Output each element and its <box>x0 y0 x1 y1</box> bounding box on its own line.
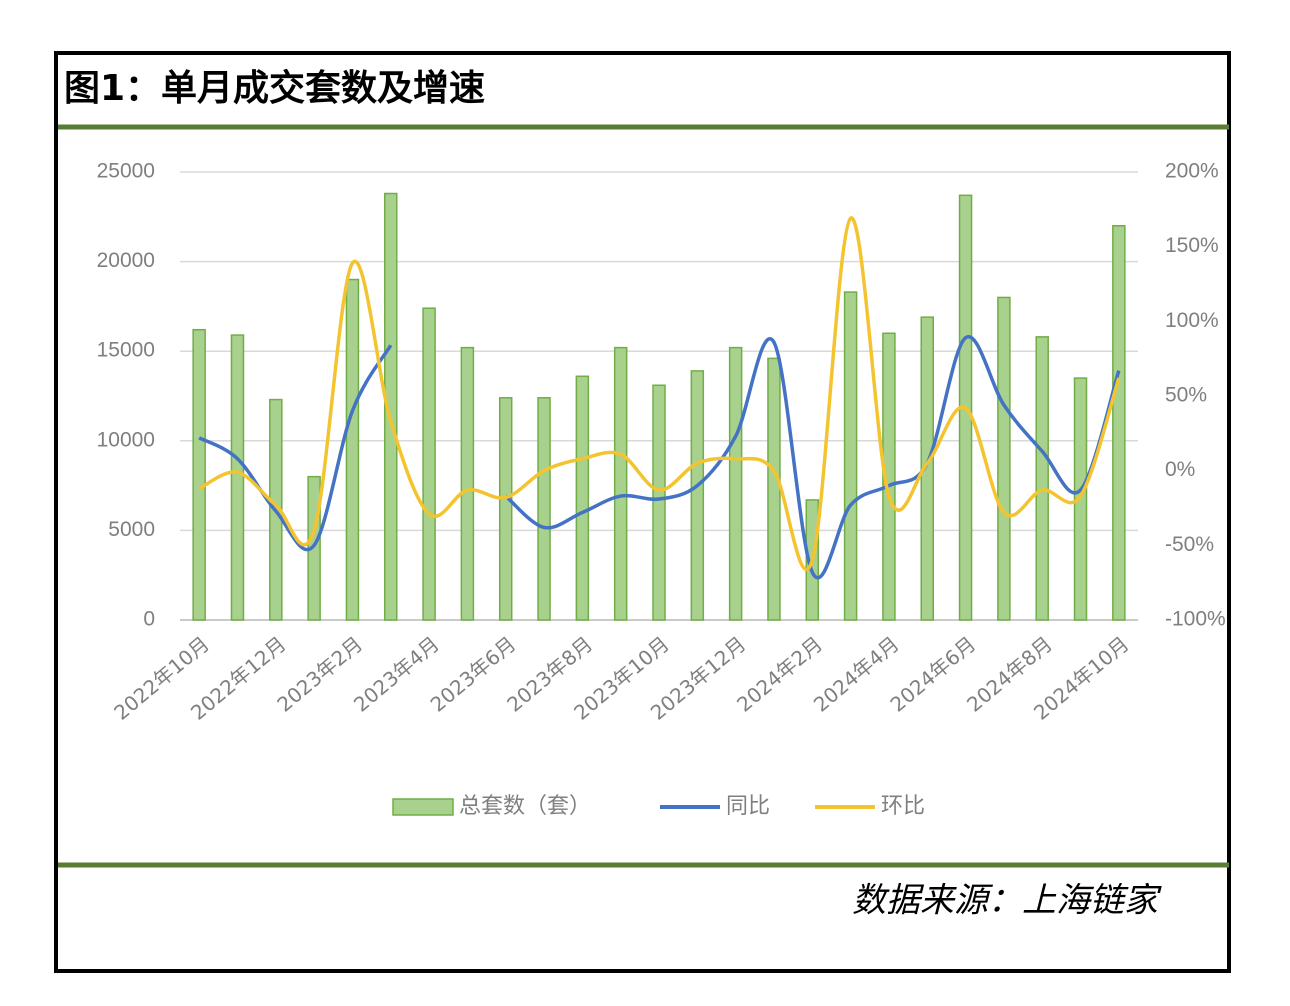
legend-label: 同比 <box>726 794 770 819</box>
bar <box>1112 225 1126 621</box>
bar <box>652 384 666 621</box>
y2-tick-label: -50% <box>1165 533 1214 556</box>
bar <box>345 278 360 621</box>
bar <box>460 346 475 621</box>
y2-tick-label: 200% <box>1165 160 1219 183</box>
bar <box>498 397 513 621</box>
bar <box>422 307 436 621</box>
y2-tick-label: 100% <box>1165 309 1219 332</box>
y-tick-label: 5000 <box>108 518 155 541</box>
bar <box>920 316 934 621</box>
line <box>198 216 1121 572</box>
legend-swatch <box>392 798 454 816</box>
line <box>198 344 393 552</box>
y-tick-label: 15000 <box>97 339 155 362</box>
legend-label: 环比 <box>881 794 925 819</box>
y-tick-label: 20000 <box>97 249 155 272</box>
bar <box>690 370 705 621</box>
bar <box>882 332 896 621</box>
y-tick-label: 10000 <box>97 428 155 451</box>
bar <box>1073 377 1088 621</box>
bar <box>1035 336 1049 621</box>
frame <box>54 51 1231 973</box>
bar <box>192 328 206 621</box>
bar <box>767 357 781 621</box>
bar <box>230 334 245 621</box>
y2-tick-label: 0% <box>1165 458 1195 481</box>
bar <box>384 192 398 621</box>
y2-tick-label: 50% <box>1165 384 1207 407</box>
bar <box>843 291 858 621</box>
source: 数据来源：上海链家 <box>852 881 1162 921</box>
y2-tick-label: -100% <box>1165 608 1226 631</box>
line <box>504 335 1121 580</box>
bar <box>575 375 590 621</box>
bar <box>997 296 1011 621</box>
y-tick-label: 0 <box>143 608 155 631</box>
y-tick-label: 25000 <box>97 160 155 183</box>
chart-title: 图1：单月成交套数及增速 <box>64 67 485 109</box>
bar <box>613 346 628 621</box>
bar <box>728 346 743 621</box>
bar <box>537 397 551 621</box>
y2-tick-label: 150% <box>1165 234 1219 257</box>
legend-label: 总套数（套） <box>459 794 591 819</box>
